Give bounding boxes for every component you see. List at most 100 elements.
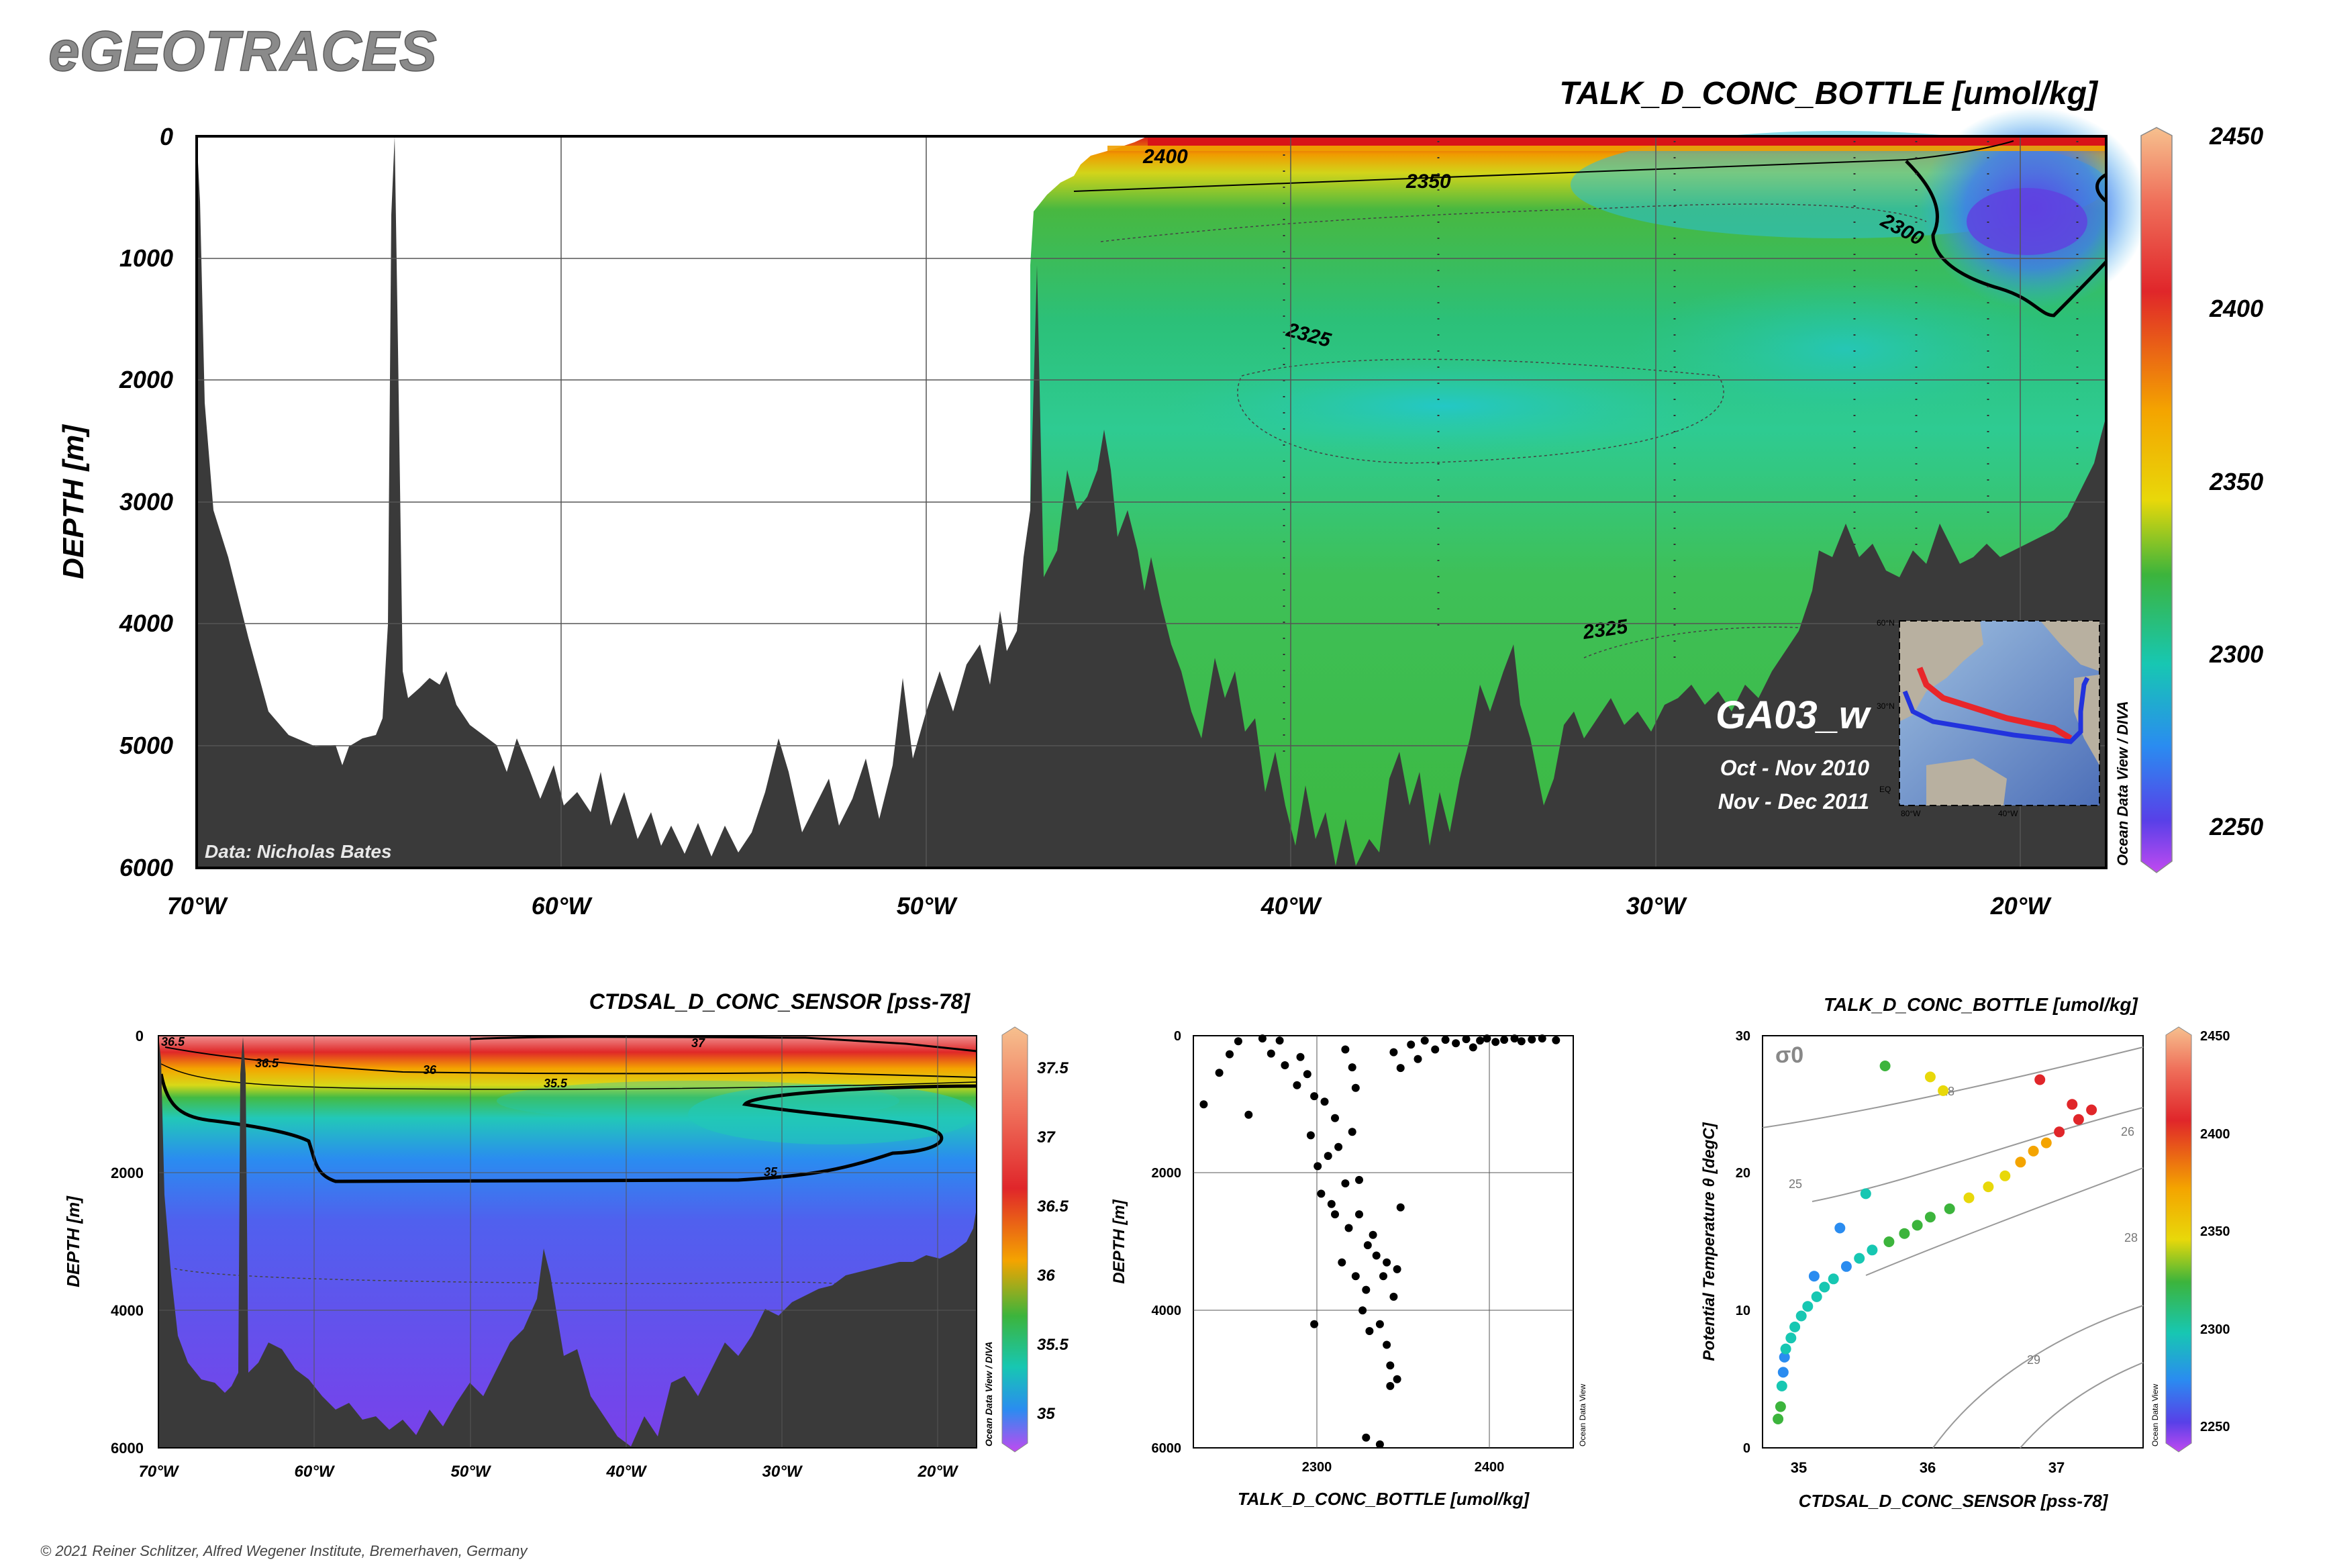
profile-point [1510, 1034, 1519, 1043]
profile-point [1538, 1034, 1546, 1043]
contour-label: 35.5 [544, 1077, 568, 1090]
profile-point [1348, 1063, 1356, 1072]
ts-point [1840, 1261, 1852, 1272]
x-tick-label: 36 [1920, 1459, 1936, 1476]
x-tick-label: 2300 [1302, 1460, 1332, 1475]
colorbar-tick: 2400 [2209, 295, 2263, 322]
isopycnal-label: 28 [2124, 1231, 2138, 1244]
y-tick-label: 30 [1736, 1029, 1750, 1044]
copyright-notice: © 2021 Reiner Schlitzer, Alfred Wegener … [40, 1542, 528, 1559]
sal-y-ticks: 0 2000 4000 6000 [111, 1028, 144, 1457]
y-tick-label: 6000 [111, 1440, 144, 1457]
profile-point [1441, 1036, 1450, 1044]
profile-point [1462, 1035, 1471, 1044]
y-tick-label: 0 [136, 1028, 144, 1044]
profile-point [1199, 1100, 1208, 1109]
profile-grid [1193, 1036, 1573, 1448]
cruise-dates-1: Oct - Nov 2010 [1720, 756, 1870, 780]
ts-point [2054, 1126, 2065, 1138]
colorbar-tick: 2350 [2200, 1224, 2230, 1239]
isopycnal-label: 25 [1789, 1177, 1802, 1191]
profile-point [1331, 1210, 1339, 1219]
profile-point [1375, 1440, 1384, 1449]
colorbar-tick: 35.5 [1037, 1336, 1069, 1354]
inset-lat-label: EQ [1879, 785, 1891, 794]
main-plot-frame [195, 135, 2108, 869]
y-tick-label: 2000 [119, 366, 173, 393]
main-y-axis-label: DEPTH [m] [57, 424, 90, 579]
contour-label: 36.5 [161, 1035, 185, 1048]
profile-point [1393, 1265, 1401, 1273]
profile-point [1351, 1272, 1360, 1281]
salinity-section-plot: CTDSAL_D_CONC_SENSOR [pss-78] 36.5 37 36… [63, 989, 1069, 1481]
ts-point [1999, 1170, 2011, 1181]
ts-point [1879, 1061, 1891, 1071]
profile-point [1469, 1043, 1477, 1052]
data-credit: Data: Nicholas Bates [205, 841, 392, 862]
sal-colorbar: 37.5 37 36.5 36 35.5 35 [1001, 1026, 1069, 1453]
profile-point [1396, 1203, 1405, 1212]
profile-y-ticks: 0 2000 4000 6000 [1152, 1029, 1182, 1456]
sal-y-axis-label: DEPTH [m] [63, 1195, 83, 1287]
ts-point [1944, 1203, 1955, 1214]
ts-point [1912, 1220, 1923, 1231]
isopycnal-label: 29 [2027, 1353, 2040, 1367]
profile-point [1314, 1162, 1322, 1171]
main-section-plot: TALK_D_CONC_BOTTLE [umol/kg] 2400 2350 2… [57, 76, 2263, 920]
sal-contours [159, 1036, 977, 1286]
colorbar-tick: 2400 [2200, 1127, 2230, 1142]
sal-contour-labels: 36.5 37 36.5 36 35.5 35 [161, 1035, 778, 1179]
sal-grid [158, 1036, 977, 1448]
y-tick-label: 4000 [119, 609, 173, 637]
profile-point [1389, 1048, 1398, 1057]
y-tick-label: 0 [160, 123, 173, 150]
profile-point [1293, 1081, 1301, 1089]
colorbar-tick: 2250 [2209, 813, 2263, 840]
profile-point [1331, 1114, 1339, 1122]
profile-point [1375, 1320, 1384, 1328]
x-tick-label: 60°W [532, 892, 593, 920]
profile-point [1344, 1224, 1353, 1232]
x-tick-label: 20°W [1990, 892, 2052, 920]
profile-point [1258, 1034, 1267, 1043]
profile-x-axis-label: TALK_D_CONC_BOTTLE [umol/kg] [1238, 1489, 1530, 1509]
cruise-dates-2: Nov - Dec 2011 [1718, 789, 1869, 814]
profile-point [1310, 1320, 1319, 1328]
profile-point [1383, 1340, 1391, 1349]
profile-point [1362, 1433, 1371, 1442]
main-section-title: TALK_D_CONC_BOTTLE [umol/kg] [1559, 76, 2099, 111]
colorbar-tick: 37 [1037, 1128, 1056, 1146]
sal-section-title: CTDSAL_D_CONC_SENSOR [pss-78] [589, 989, 971, 1014]
y-tick-label: 20 [1736, 1166, 1750, 1181]
colorbar-tick: 36.5 [1037, 1197, 1069, 1216]
y-tick-label: 1000 [119, 244, 173, 272]
profile-point [1215, 1069, 1224, 1077]
profile-point [1234, 1037, 1242, 1046]
odv-label: Ocean Data View [2150, 1384, 2160, 1447]
inset-lon-label: 80°W [1901, 809, 1921, 818]
profile-point [1483, 1034, 1491, 1043]
colorbar-tick: 2300 [2209, 640, 2263, 668]
ts-y-ticks: 0 10 20 30 [1736, 1029, 1750, 1456]
ts-colorbar: 2450 2400 2350 2300 2250 [2165, 1026, 2230, 1453]
inset-lon-label: 40°W [1998, 809, 2018, 818]
profile-point [1365, 1327, 1374, 1335]
profile-point [1267, 1049, 1275, 1058]
profile-points [1199, 1034, 1561, 1449]
profile-point [1348, 1128, 1356, 1136]
y-tick-label: 2000 [111, 1165, 144, 1181]
y-tick-label: 10 [1736, 1304, 1750, 1318]
x-tick-label: 70°W [139, 1463, 180, 1481]
x-tick-label: 30°W [762, 1463, 803, 1481]
profile-point [1244, 1110, 1253, 1119]
x-tick-label: 50°W [897, 892, 958, 920]
contour-label: 2400 [1142, 146, 1188, 168]
profile-y-axis-label: DEPTH [m] [1110, 1199, 1128, 1283]
profile-point [1383, 1258, 1391, 1267]
ts-point [1883, 1236, 1895, 1247]
cruise-track-red [1916, 667, 2073, 741]
isopycnal-label: 26 [2121, 1125, 2134, 1138]
ts-point [1795, 1310, 1807, 1322]
profile-point [1407, 1040, 1416, 1049]
